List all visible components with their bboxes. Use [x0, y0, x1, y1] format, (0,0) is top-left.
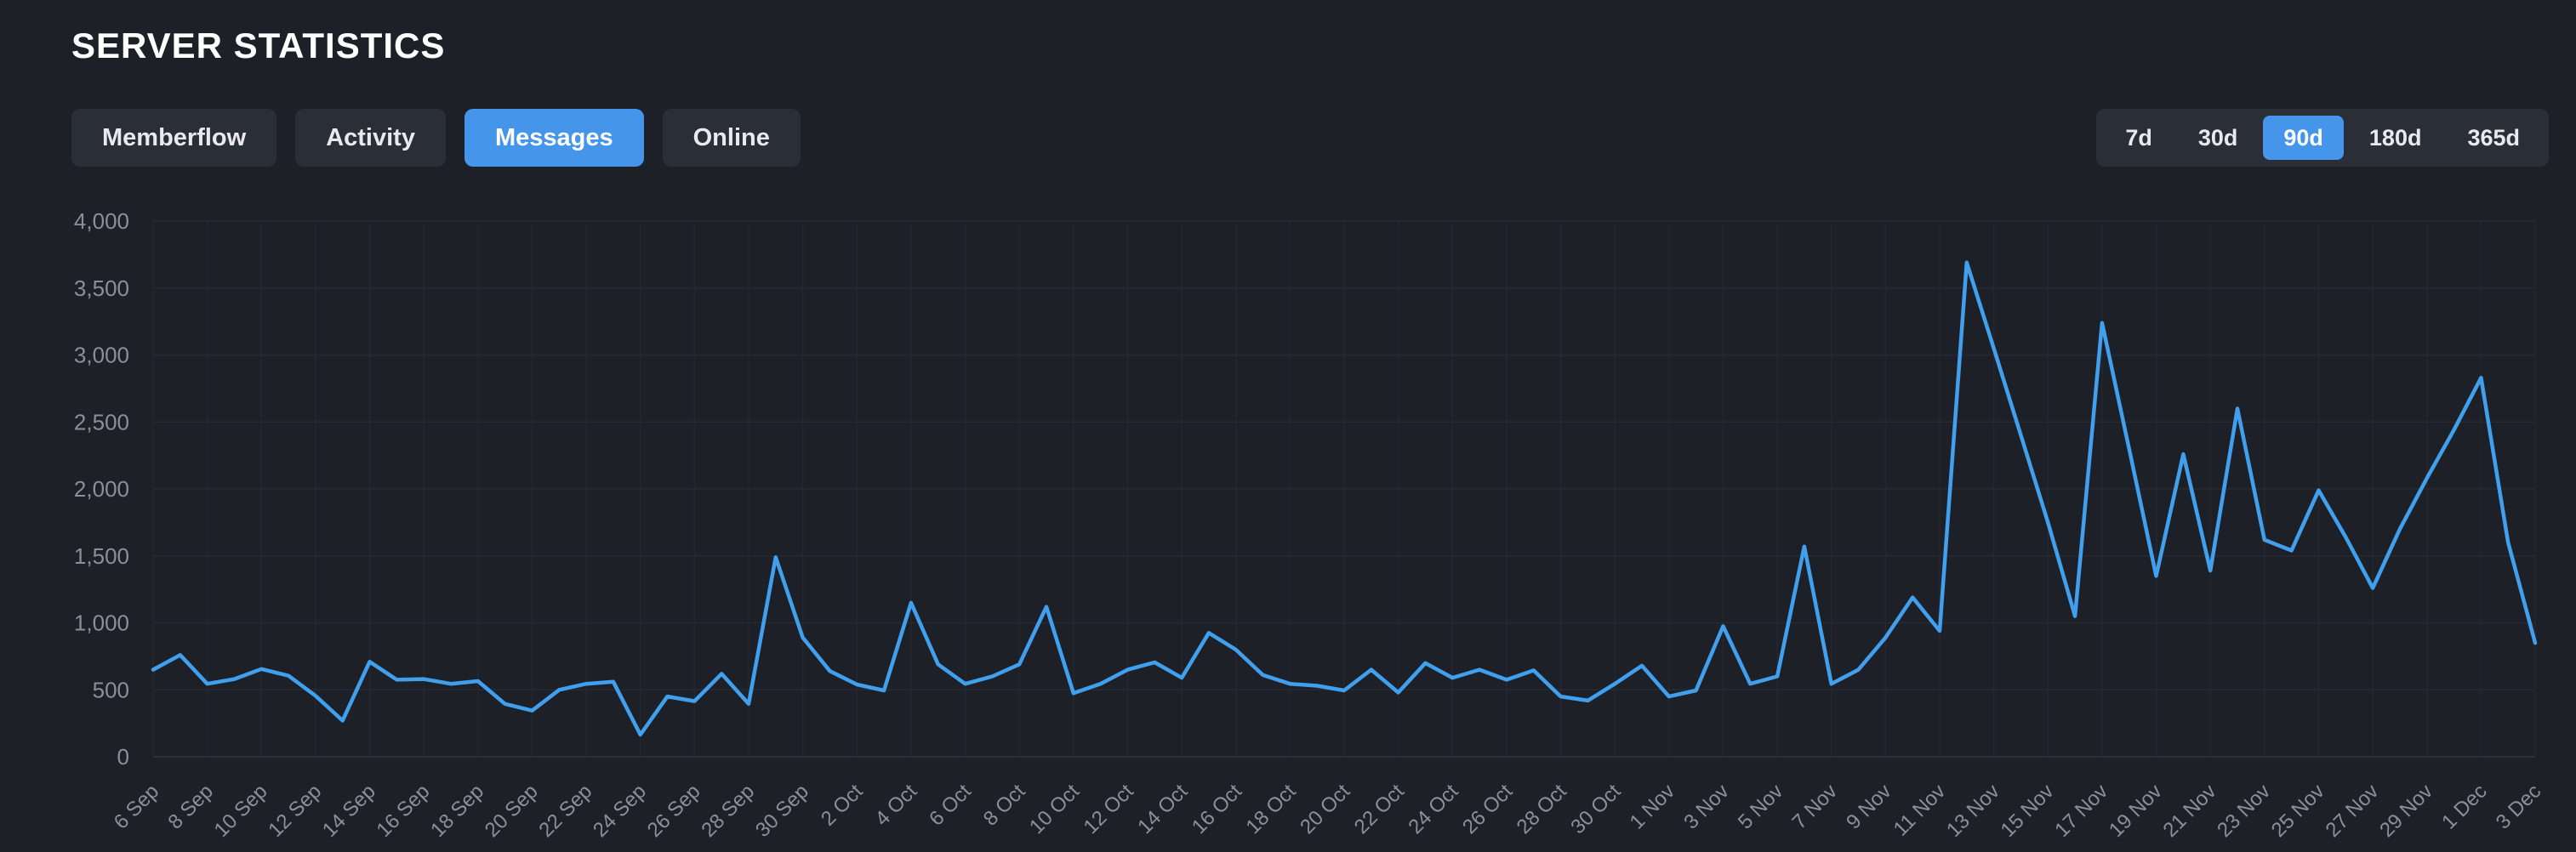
svg-text:6 Sep: 6 Sep	[110, 780, 163, 833]
svg-text:24 Sep: 24 Sep	[589, 780, 651, 842]
svg-text:22 Sep: 22 Sep	[534, 780, 596, 842]
svg-text:10 Sep: 10 Sep	[210, 780, 272, 842]
svg-text:28 Sep: 28 Sep	[697, 780, 759, 842]
svg-text:15 Nov: 15 Nov	[1997, 780, 2059, 842]
page-title: SERVER STATISTICS	[71, 26, 446, 65]
svg-text:11 Nov: 11 Nov	[1889, 780, 1951, 841]
tab-memberflow[interactable]: Memberflow	[71, 109, 277, 167]
svg-text:17 Nov: 17 Nov	[2050, 780, 2112, 842]
metric-tabs: Memberflow Activity Messages Online	[71, 109, 801, 167]
svg-text:7 Nov: 7 Nov	[1788, 780, 1842, 833]
svg-text:18 Sep: 18 Sep	[426, 780, 488, 842]
svg-text:4,000: 4,000	[74, 208, 129, 234]
svg-text:21 Nov: 21 Nov	[2159, 780, 2221, 842]
svg-text:3 Dec: 3 Dec	[2492, 780, 2545, 833]
range-7d[interactable]: 7d	[2105, 116, 2173, 160]
svg-text:8 Oct: 8 Oct	[979, 780, 1030, 831]
svg-text:3,000: 3,000	[74, 343, 129, 368]
tab-messages[interactable]: Messages	[464, 109, 644, 167]
svg-text:30 Sep: 30 Sep	[751, 780, 813, 842]
svg-text:20 Oct: 20 Oct	[1296, 780, 1354, 838]
svg-text:12 Oct: 12 Oct	[1080, 780, 1138, 838]
svg-text:29 Nov: 29 Nov	[2375, 780, 2437, 842]
svg-text:500: 500	[93, 677, 129, 702]
svg-text:9 Nov: 9 Nov	[1842, 780, 1895, 833]
svg-text:14 Sep: 14 Sep	[318, 780, 380, 842]
svg-text:6 Oct: 6 Oct	[925, 780, 976, 831]
svg-text:20 Sep: 20 Sep	[481, 780, 543, 842]
svg-text:16 Sep: 16 Sep	[373, 780, 435, 842]
svg-text:13 Nov: 13 Nov	[1942, 780, 2004, 842]
tab-online[interactable]: Online	[662, 109, 801, 167]
svg-text:14 Oct: 14 Oct	[1133, 780, 1192, 838]
svg-text:25 Nov: 25 Nov	[2267, 780, 2329, 842]
svg-text:2,500: 2,500	[74, 409, 129, 435]
range-365d[interactable]: 365d	[2447, 116, 2540, 160]
time-range-selector: 7d 30d 90d 180d 365d	[2096, 109, 2549, 167]
range-90d[interactable]: 90d	[2263, 116, 2344, 160]
svg-text:24 Oct: 24 Oct	[1404, 780, 1462, 838]
svg-text:16 Oct: 16 Oct	[1188, 780, 1246, 838]
range-30d[interactable]: 30d	[2178, 116, 2259, 160]
svg-text:30 Oct: 30 Oct	[1566, 780, 1625, 838]
svg-text:2,000: 2,000	[74, 476, 129, 502]
svg-text:23 Nov: 23 Nov	[2213, 780, 2275, 842]
svg-text:26 Oct: 26 Oct	[1458, 780, 1517, 838]
svg-text:28 Oct: 28 Oct	[1513, 780, 1571, 838]
svg-text:10 Oct: 10 Oct	[1025, 780, 1084, 838]
svg-text:2 Oct: 2 Oct	[817, 780, 868, 831]
svg-text:4 Oct: 4 Oct	[871, 780, 922, 831]
svg-text:3,500: 3,500	[74, 275, 129, 301]
svg-text:1,500: 1,500	[74, 543, 129, 569]
svg-text:19 Nov: 19 Nov	[2105, 780, 2167, 842]
toolbar: Memberflow Activity Messages Online 7d 3…	[71, 109, 2549, 167]
svg-text:18 Oct: 18 Oct	[1242, 780, 1301, 838]
svg-text:26 Sep: 26 Sep	[643, 780, 705, 842]
svg-text:22 Oct: 22 Oct	[1350, 780, 1409, 838]
chart-area: 6 Sep 8 Sep 10 Sep 12 Sep 14 Sep 16 Sep 18 Sep…	[0, 179, 2576, 852]
svg-text:1,000: 1,000	[74, 611, 129, 636]
svg-text:1 Dec: 1 Dec	[2437, 780, 2491, 833]
svg-text:5 Nov: 5 Nov	[1734, 780, 1787, 833]
svg-text:1 Nov: 1 Nov	[1626, 780, 1679, 833]
svg-text:0: 0	[117, 744, 129, 770]
svg-text:27 Nov: 27 Nov	[2321, 780, 2383, 842]
range-180d[interactable]: 180d	[2349, 116, 2442, 160]
tab-activity[interactable]: Activity	[295, 109, 446, 167]
svg-text:12 Sep: 12 Sep	[264, 780, 326, 842]
svg-text:3 Nov: 3 Nov	[1679, 780, 1733, 833]
